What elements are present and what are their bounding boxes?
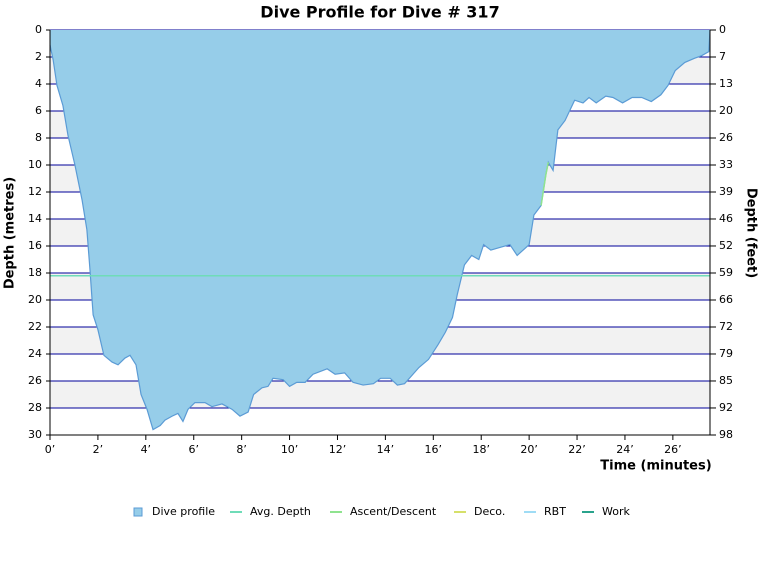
y2-tick-label: 85 — [719, 374, 733, 387]
y2-tick-label: 0 — [719, 23, 726, 36]
y-tick-label: 18 — [28, 266, 42, 279]
chart-title: Dive Profile for Dive # 317 — [260, 3, 499, 22]
y2-tick-label: 79 — [719, 347, 733, 360]
x-tick-label: 12’ — [329, 443, 347, 456]
y-tick-label: 0 — [35, 23, 42, 36]
legend-label: RBT — [544, 505, 566, 518]
x-tick-label: 2’ — [93, 443, 104, 456]
profile-area — [50, 30, 710, 430]
y-tick-label: 4 — [35, 77, 42, 90]
y-tick-label: 24 — [28, 347, 42, 360]
y2-tick-label: 7 — [719, 50, 726, 63]
x-tick-label: 24’ — [616, 443, 634, 456]
y-tick-label: 28 — [28, 401, 42, 414]
y-tick-label: 22 — [28, 320, 42, 333]
y2-tick-label: 92 — [719, 401, 733, 414]
y2-tick-label: 20 — [719, 104, 733, 117]
x-tick-label: 22’ — [568, 443, 586, 456]
profile-line — [49, 29, 711, 431]
legend-label: Work — [602, 505, 630, 518]
y2-tick-label: 39 — [719, 185, 733, 198]
x-tick-label: 14’ — [377, 443, 395, 456]
y2-tick-label: 46 — [719, 212, 733, 225]
y-tick-label: 26 — [28, 374, 42, 387]
legend-label: Ascent/Descent — [350, 505, 437, 518]
y-tick-label: 20 — [28, 293, 42, 306]
x-tick-label: 0’ — [45, 443, 56, 456]
y2-tick-label: 52 — [719, 239, 733, 252]
x-tick-label: 8’ — [236, 443, 247, 456]
y2-tick-label: 66 — [719, 293, 733, 306]
x-tick-label: 10’ — [281, 443, 299, 456]
legend-label: Avg. Depth — [250, 505, 311, 518]
legend-label: Dive profile — [152, 505, 215, 518]
y2-tick-label: 98 — [719, 428, 733, 441]
y-tick-label: 12 — [28, 185, 42, 198]
x-tick-label: 6’ — [188, 443, 199, 456]
y2-tick-label: 59 — [719, 266, 733, 279]
y2-tick-label: 33 — [719, 158, 733, 171]
y-tick-label: 2 — [35, 50, 42, 63]
y-axis-label: Depth (metres) — [3, 177, 18, 289]
y2-tick-label: 72 — [719, 320, 733, 333]
y-tick-label: 30 — [28, 428, 42, 441]
y-tick-label: 8 — [35, 131, 42, 144]
legend-label: Deco. — [474, 505, 505, 518]
x-tick-label: 26’ — [664, 443, 682, 456]
x-tick-label: 16’ — [425, 443, 443, 456]
y-tick-label: 16 — [28, 239, 42, 252]
y2-axis-label: Depth (feet) — [744, 188, 759, 278]
series-line — [540, 162, 550, 206]
y-tick-label: 14 — [28, 212, 42, 225]
x-tick-label: 4’ — [141, 443, 152, 456]
x-tick-label: 18’ — [472, 443, 490, 456]
y2-tick-label: 26 — [719, 131, 733, 144]
x-tick-label: 20’ — [520, 443, 538, 456]
legend-swatch — [133, 507, 143, 517]
x-axis-label: Time (minutes) — [600, 459, 711, 474]
y-tick-label: 6 — [35, 104, 42, 117]
y2-tick-label: 13 — [719, 77, 733, 90]
y-tick-label: 10 — [28, 158, 42, 171]
